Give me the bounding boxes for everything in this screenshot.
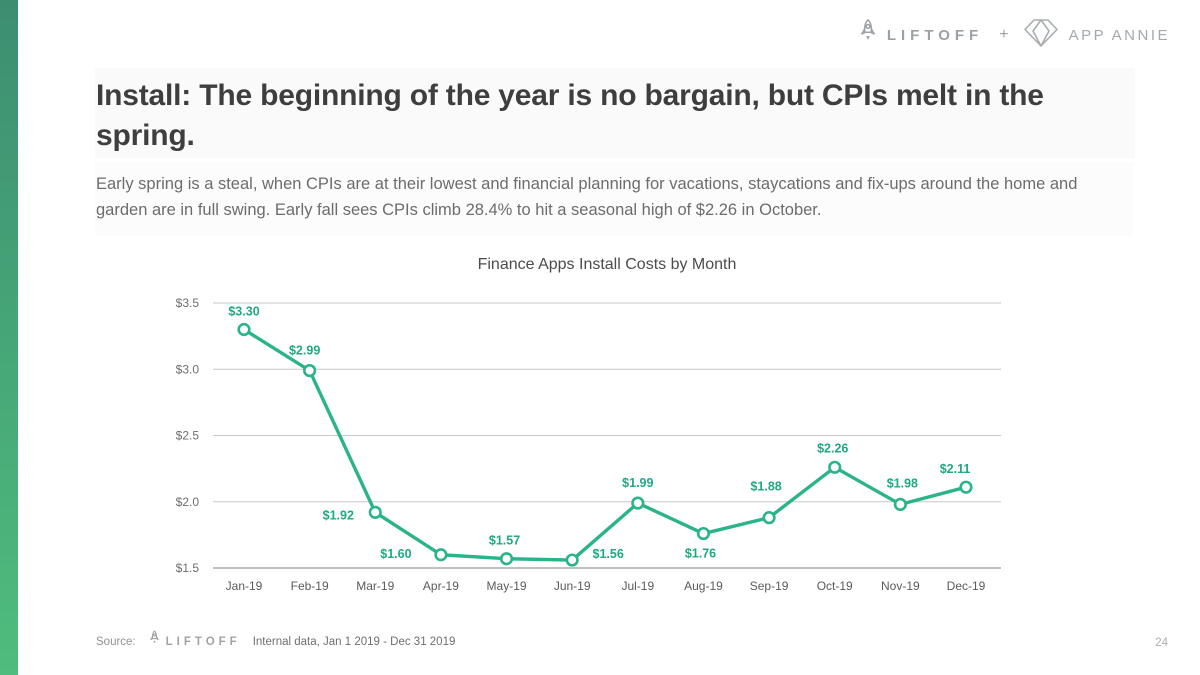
app-annie-logo-text: APP ANNIE — [1068, 26, 1170, 44]
plus-separator: + — [999, 26, 1009, 43]
app-annie-logo: APP ANNIE — [1023, 17, 1170, 54]
svg-text:Jul-19: Jul-19 — [621, 579, 654, 593]
svg-text:$3.5: $3.5 — [176, 296, 200, 310]
source-label: Source: — [96, 635, 136, 648]
svg-text:$2.99: $2.99 — [289, 344, 320, 358]
svg-text:$2.11: $2.11 — [940, 462, 971, 476]
source-text: Internal data, Jan 1 2019 - Dec 31 2019 — [252, 635, 456, 648]
page-title: Install: The beginning of the year is no… — [96, 79, 1044, 152]
source-liftoff-logo-text: LIFTOFF — [165, 635, 241, 648]
svg-text:$1.5: $1.5 — [176, 561, 200, 575]
svg-text:$2.0: $2.0 — [176, 495, 200, 509]
liftoff-logo: LIFTOFF — [857, 18, 983, 53]
left-accent-bar — [0, 0, 18, 675]
gem-icon — [1023, 17, 1059, 54]
svg-text:$1.98: $1.98 — [887, 476, 918, 490]
svg-text:$1.60: $1.60 — [380, 547, 411, 561]
svg-text:Jan-19: Jan-19 — [226, 579, 263, 593]
svg-text:Apr-19: Apr-19 — [423, 579, 459, 593]
svg-text:Nov-19: Nov-19 — [881, 579, 920, 593]
svg-text:May-19: May-19 — [487, 579, 527, 593]
svg-text:Mar-19: Mar-19 — [356, 579, 394, 593]
page-subtitle: Early spring is a steal, when CPIs are a… — [96, 175, 1078, 219]
svg-text:$1.56: $1.56 — [593, 547, 624, 561]
rocket-icon-small — [148, 630, 161, 653]
svg-text:Jun-19: Jun-19 — [554, 579, 591, 593]
svg-text:Feb-19: Feb-19 — [291, 579, 329, 593]
svg-text:Sep-19: Sep-19 — [750, 579, 789, 593]
svg-text:$1.88: $1.88 — [750, 480, 781, 494]
rocket-icon — [857, 18, 879, 53]
svg-text:$1.57: $1.57 — [489, 534, 520, 548]
header-logos: LIFTOFF + APP ANNIE — [857, 18, 1170, 52]
svg-text:$3.30: $3.30 — [228, 305, 259, 319]
svg-text:$1.99: $1.99 — [622, 476, 653, 490]
svg-text:$2.26: $2.26 — [817, 441, 848, 455]
svg-text:$1.76: $1.76 — [685, 547, 716, 561]
svg-text:Dec-19: Dec-19 — [947, 579, 986, 593]
chart-title: Finance Apps Install Costs by Month — [477, 256, 737, 273]
svg-text:Oct-19: Oct-19 — [817, 579, 853, 593]
svg-text:$3.0: $3.0 — [176, 362, 200, 376]
svg-text:$2.5: $2.5 — [176, 429, 200, 443]
svg-text:$1.92: $1.92 — [323, 508, 354, 522]
svg-text:Aug-19: Aug-19 — [684, 579, 723, 593]
liftoff-logo-text: LIFTOFF — [886, 26, 984, 44]
page-number: 24 — [1155, 637, 1168, 649]
source-row: Source: LIFTOFF Internal data, Jan 1 201… — [96, 630, 455, 653]
